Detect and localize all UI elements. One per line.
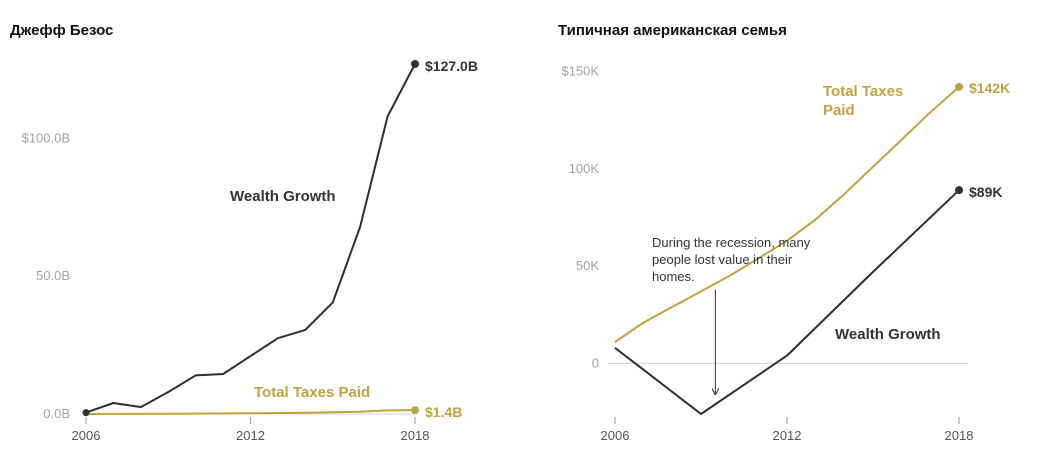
bezos-wealth-line — [85, 63, 416, 414]
bezos-taxes-end-label: $1.4B — [425, 404, 462, 420]
y-tick-label: 0.0B — [43, 406, 70, 421]
recession-note-line-3: homes. — [652, 269, 695, 284]
x-tick-label: 2012 — [236, 428, 265, 443]
family-taxes-end-dot — [955, 83, 963, 91]
family-taxes-end-label: $142K — [969, 80, 1010, 96]
recession-note-line-2: people lost value in their — [652, 252, 793, 267]
x-tick-label: 2012 — [773, 428, 802, 443]
bezos-y-axis: 0.0B 50.0B $100.0B — [22, 130, 70, 421]
family-chart: Типичная американская семья 0 50K 100K $150… — [558, 22, 1010, 443]
family-taxes-label-line-2: Paid — [823, 102, 855, 119]
bezos-taxes-end-dot — [411, 406, 419, 415]
y-tick-label: 50.0B — [36, 268, 70, 283]
family-taxes-label-line-1: Total Taxes — [823, 83, 903, 100]
bezos-chart-title: Джефф Безос — [10, 22, 113, 39]
bezos-taxes-label: Total Taxes Paid — [254, 384, 370, 401]
y-tick-label: $100.0B — [22, 130, 70, 145]
family-wealth-end-label: $89K — [969, 184, 1002, 200]
y-tick-label: 50K — [576, 258, 599, 273]
bezos-x-axis: 2006 2012 2018 — [72, 417, 430, 443]
bezos-wealth-end-label: $127.0B — [425, 58, 478, 74]
y-tick-label: $150K — [561, 63, 599, 78]
recession-note-line-1: During the recession, many — [652, 235, 811, 250]
bezos-chart: Джефф Безос 0.0B 50.0B $100.0B 2006 2012 201… — [10, 22, 478, 443]
x-tick-label: 2006 — [72, 428, 101, 443]
y-tick-label: 100K — [569, 161, 600, 176]
bezos-wealth-start-dot — [82, 409, 90, 417]
x-tick-label: 2018 — [945, 428, 974, 443]
family-wealth-end-dot — [955, 186, 963, 195]
y-tick-label: 0 — [592, 355, 599, 370]
family-wealth-label: Wealth Growth — [835, 326, 941, 343]
bezos-wealth-label: Wealth Growth — [230, 188, 336, 205]
x-tick-label: 2018 — [401, 428, 430, 443]
x-tick-label: 2006 — [601, 428, 630, 443]
family-taxes-line — [614, 86, 960, 343]
bezos-wealth-end-dot — [411, 60, 419, 68]
family-chart-title: Типичная американская семья — [558, 22, 787, 39]
family-x-axis: 2006 2012 2018 — [601, 417, 974, 443]
bezos-taxes-line — [85, 409, 416, 415]
family-y-axis: 0 50K 100K $150K — [561, 63, 599, 370]
family-wealth-line — [614, 189, 960, 415]
